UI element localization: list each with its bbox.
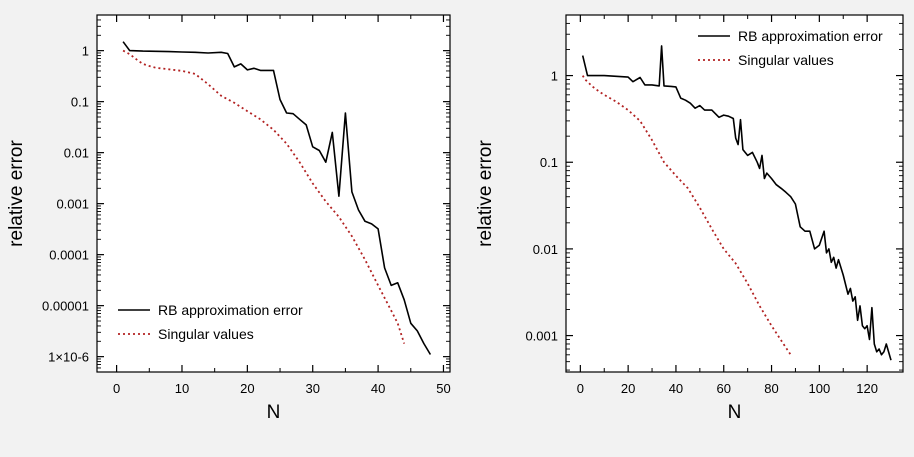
y-tick-label: 1 xyxy=(551,69,558,84)
y-tick-label: 0.1 xyxy=(540,155,558,170)
x-tick-label: 0 xyxy=(113,381,120,396)
x-tick-label: 120 xyxy=(856,381,878,396)
x-tick-label: 0 xyxy=(577,381,584,396)
x-tick-label: 100 xyxy=(808,381,830,396)
legend-label: RB approximation error xyxy=(738,28,883,44)
y-tick-label: 0.01 xyxy=(533,242,558,257)
x-axis-label: N xyxy=(267,402,281,423)
left-chart-panel: 0 10 20 30 40 50 1 0.1 0.01 0.001 0.0001 0.00001 1×1… xyxy=(0,0,457,457)
series-line-0 xyxy=(122,41,432,355)
y-tick-label: 0.001 xyxy=(525,329,558,344)
y-tick-label: 0.0001 xyxy=(49,248,89,263)
y-axis-label: relative error xyxy=(475,140,496,247)
x-tick-label: 80 xyxy=(764,381,778,396)
x-tick-label: 10 xyxy=(175,381,189,396)
y-tick-label: 0.00001 xyxy=(42,299,89,314)
y-tick-label: 0.1 xyxy=(71,95,89,110)
x-tick-label: 50 xyxy=(436,381,450,396)
legend-label: RB approximation error xyxy=(158,302,303,318)
y-axis-label: relative error xyxy=(6,140,27,247)
x-tick-label: 20 xyxy=(240,381,254,396)
plot-area xyxy=(565,14,904,373)
series-line-1 xyxy=(122,49,406,344)
y-tick-label: 0.001 xyxy=(56,197,89,212)
y-tick-label: 0.01 xyxy=(64,146,89,161)
x-tick-label: 40 xyxy=(669,381,683,396)
y-tick-label: 1×10-6 xyxy=(48,350,89,365)
legend-label: Singular values xyxy=(738,52,834,68)
x-axis-label: N xyxy=(728,402,742,423)
x-tick-label: 30 xyxy=(305,381,319,396)
plot-area xyxy=(96,14,451,373)
legend-label: Singular values xyxy=(158,326,254,342)
x-tick-label: 20 xyxy=(621,381,635,396)
y-tick-label: 1 xyxy=(82,44,89,59)
series-line-0 xyxy=(581,45,892,361)
left-chart: 0 10 20 30 40 50 1 0.1 0.01 0.001 0.0001 0.00001 1×1… xyxy=(6,14,451,423)
series-line-1 xyxy=(581,75,792,356)
x-tick-label: 40 xyxy=(371,381,385,396)
x-tick-label: 60 xyxy=(717,381,731,396)
